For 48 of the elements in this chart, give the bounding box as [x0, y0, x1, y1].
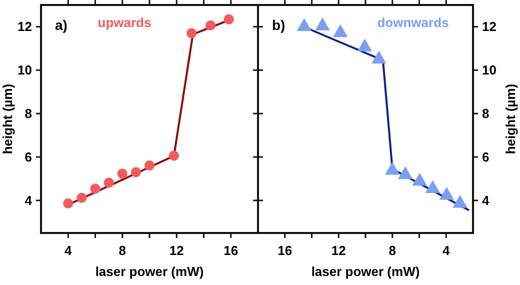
point — [205, 20, 216, 30]
y-tick-label: 12 — [482, 19, 496, 34]
point — [439, 186, 454, 200]
x-axis-title: laser power (mW) — [95, 264, 204, 279]
point — [130, 167, 141, 178]
point — [224, 14, 234, 24]
x-tick-label: 8 — [388, 243, 396, 258]
point — [186, 28, 197, 38]
point — [357, 38, 372, 52]
point — [76, 192, 87, 203]
y-tick-label: 10 — [18, 62, 32, 78]
point — [117, 168, 128, 179]
y-tick-label: 4 — [24, 192, 33, 208]
x-tick-label: 4 — [442, 243, 451, 258]
point — [168, 150, 179, 161]
x-tick-label: 8 — [118, 243, 126, 258]
y-tick-label: 8 — [24, 106, 32, 122]
x-tick-label: 16 — [278, 243, 292, 258]
point — [332, 24, 348, 38]
point — [315, 18, 330, 30]
point — [425, 180, 440, 193]
x-axis-title: laser power (mW) — [311, 264, 420, 279]
point — [296, 18, 312, 31]
x-tick-label: 12 — [169, 243, 184, 258]
point — [372, 50, 386, 64]
y-tick-label: 8 — [482, 106, 490, 122]
y-tick-label: 4 — [482, 192, 490, 208]
point — [104, 178, 114, 188]
point — [63, 198, 74, 209]
point — [144, 160, 155, 171]
point — [412, 172, 428, 186]
y-tick-label: 6 — [24, 150, 32, 164]
y-tick-label: 12 — [18, 19, 32, 34]
y-axis-title: height (µm) — [503, 84, 518, 154]
point — [398, 166, 413, 180]
annotation: b) — [272, 17, 286, 33]
x-tick-label: 16 — [224, 243, 238, 258]
y-axis-title: height (µm) — [0, 84, 15, 154]
x-tick-label: 4 — [64, 243, 73, 258]
point — [452, 194, 468, 208]
y-tick-label: 6 — [482, 150, 490, 164]
y-tick-label: 10 — [482, 62, 496, 78]
text: upwards — [98, 15, 152, 30]
series-label: downwards — [377, 15, 449, 30]
annotation: a) — [55, 17, 68, 33]
point — [384, 162, 400, 175]
point — [90, 184, 100, 194]
x-tick-label: 12 — [331, 243, 346, 258]
